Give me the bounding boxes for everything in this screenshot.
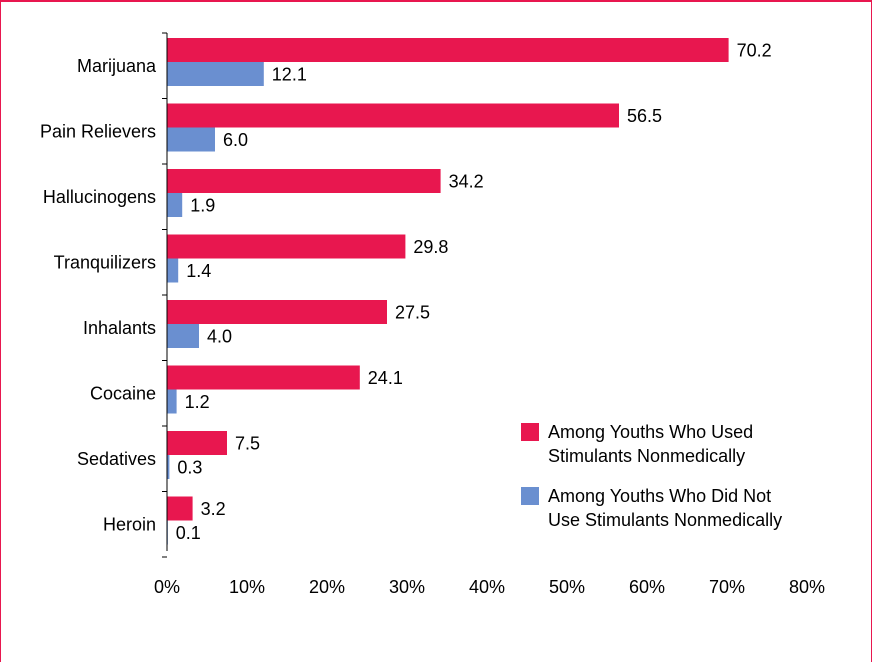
data-label-not-used-1: 6.0 (223, 130, 248, 150)
x-tick-label-5: 50% (549, 577, 585, 597)
data-label-not-used-4: 4.0 (207, 327, 232, 347)
bar-used-0 (167, 38, 729, 62)
bar-not-used-6 (167, 455, 170, 479)
category-label-0: Marijuana (77, 56, 157, 76)
category-label-1: Pain Relievers (40, 121, 156, 141)
bar-not-used-4 (167, 324, 199, 348)
legend-label-0-line-1: Stimulants Nonmedically (548, 446, 745, 466)
bar-not-used-3 (167, 258, 179, 283)
data-label-not-used-2: 1.9 (190, 196, 215, 216)
bar-used-2 (167, 169, 441, 193)
data-label-used-7: 3.2 (201, 499, 226, 519)
data-label-not-used-6: 0.3 (177, 458, 202, 478)
legend-swatch-0 (521, 423, 539, 441)
data-label-not-used-7: 0.1 (176, 523, 201, 543)
x-tick-label-6: 60% (629, 577, 665, 597)
bar-used-7 (167, 496, 193, 521)
bar-not-used-1 (167, 127, 215, 152)
bar-used-3 (167, 234, 406, 259)
category-label-3: Tranquilizers (54, 252, 156, 272)
category-label-4: Inhalants (83, 318, 156, 338)
data-label-used-5: 24.1 (368, 368, 403, 388)
data-label-used-6: 7.5 (235, 434, 260, 454)
bar-not-used-2 (167, 193, 183, 217)
bar-used-5 (167, 365, 360, 390)
data-label-not-used-0: 12.1 (272, 65, 307, 85)
bar-used-4 (167, 300, 387, 324)
x-tick-label-4: 40% (469, 577, 505, 597)
data-label-used-4: 27.5 (395, 303, 430, 323)
x-tick-label-7: 70% (709, 577, 745, 597)
category-label-6: Sedatives (77, 449, 156, 469)
legend: Among Youths Who Used Stimulants Nonmedic… (521, 422, 782, 530)
bars-group: 70.2 12.1 56.5 6.0 34.2 1.9 29.8 1.4 27.5 4.0 24.1… (167, 38, 772, 545)
data-label-used-0: 70.2 (737, 41, 772, 61)
data-label-not-used-3: 1.4 (186, 261, 211, 281)
x-tick-label-2: 20% (309, 577, 345, 597)
bar-not-used-0 (167, 62, 264, 86)
category-label-7: Heroin (103, 514, 156, 534)
x-tick-label-1: 10% (229, 577, 265, 597)
axes-group: Marijuana Pain Relievers Hallucinogens Tran… (40, 32, 825, 597)
legend-label-1-line-1: Use Stimulants Nonmedically (548, 510, 782, 530)
data-label-not-used-5: 1.2 (185, 392, 210, 412)
data-label-used-2: 34.2 (449, 172, 484, 192)
bar-used-6 (167, 431, 227, 455)
bar-not-used-5 (167, 389, 177, 414)
x-tick-label-3: 30% (389, 577, 425, 597)
x-tick-label-0: 0% (154, 577, 180, 597)
bar-used-1 (167, 103, 619, 128)
legend-swatch-1 (521, 487, 539, 505)
data-label-used-1: 56.5 (627, 106, 662, 126)
category-label-5: Cocaine (90, 383, 156, 403)
x-tick-label-8: 80% (789, 577, 825, 597)
legend-label-1-line-0: Among Youths Who Did Not (548, 486, 771, 506)
category-label-2: Hallucinogens (43, 187, 156, 207)
data-label-used-3: 29.8 (413, 237, 448, 257)
legend-label-0-line-0: Among Youths Who Used (548, 422, 753, 442)
